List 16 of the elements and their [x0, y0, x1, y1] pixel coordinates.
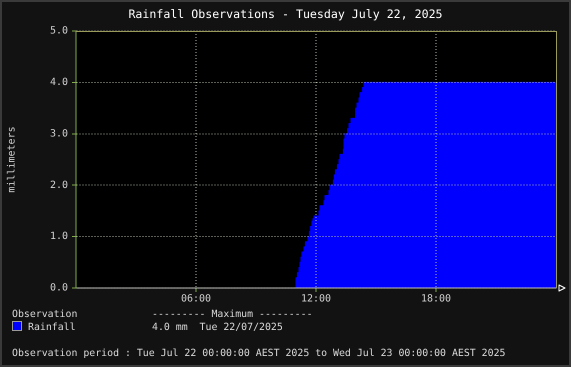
y-tick-label: 5.0 — [50, 26, 68, 37]
chart-title: Rainfall Observations - Tuesday July 22, 2025 — [127, 7, 444, 21]
y-tick-label: 4.0 — [50, 76, 68, 88]
x-tick-label: 18:00 — [420, 294, 452, 305]
text: 4.0 mm Tue 22/07/2025 — [152, 321, 284, 334]
x-tick-label: 06:00 — [180, 294, 212, 305]
legend-label: Rainfall — [28, 322, 76, 333]
y-axis-title: millimeters — [6, 126, 18, 193]
y-tick-label: 2.0 — [50, 180, 68, 191]
legend-title: Observation — [12, 308, 78, 321]
y-tick-label: 1.0 — [50, 231, 68, 242]
text: Observation period : Tue Jul 22 00:00:00 AEST 2025 to Wed Jul 23 00:00:00 AEST 2025 — [12, 347, 506, 360]
x-tick-label: 12:00 — [300, 294, 332, 305]
y-tick-label: 3.0 — [50, 128, 68, 140]
text: --------- Maximum --------- — [152, 308, 313, 321]
y-tick-label: 0.0 — [50, 282, 68, 294]
